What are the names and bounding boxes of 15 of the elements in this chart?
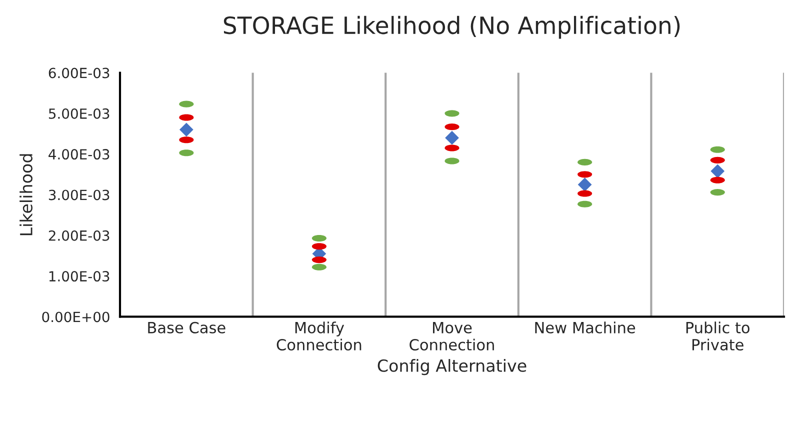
- y-tick-label: 2.00E-03: [48, 230, 110, 241]
- y-tick-label: 3.00E-03: [48, 190, 110, 200]
- y-axis-title: Likelihood: [20, 154, 32, 236]
- x-axis-title: Config Alternative: [378, 359, 526, 376]
- x-tick-label: New Machine: [535, 322, 636, 334]
- x-tick-label: Move Connection: [410, 322, 494, 351]
- y-tick-label: 6.00E-03: [48, 68, 110, 78]
- y-tick-label: 5.00E-03: [48, 108, 110, 119]
- x-tick-label: Public to Private: [686, 322, 750, 351]
- y-tick-label: 4.00E-03: [48, 149, 110, 160]
- x-tick-label: Modify Connection: [276, 322, 362, 351]
- x-tick-label: Base Case: [148, 322, 226, 334]
- y-tick-label: 0.00E+00: [42, 312, 110, 322]
- y-tick-label: 1.00E-03: [49, 271, 110, 282]
- chart-title: STORAGE Likelihood (No Amplification): [224, 16, 680, 39]
